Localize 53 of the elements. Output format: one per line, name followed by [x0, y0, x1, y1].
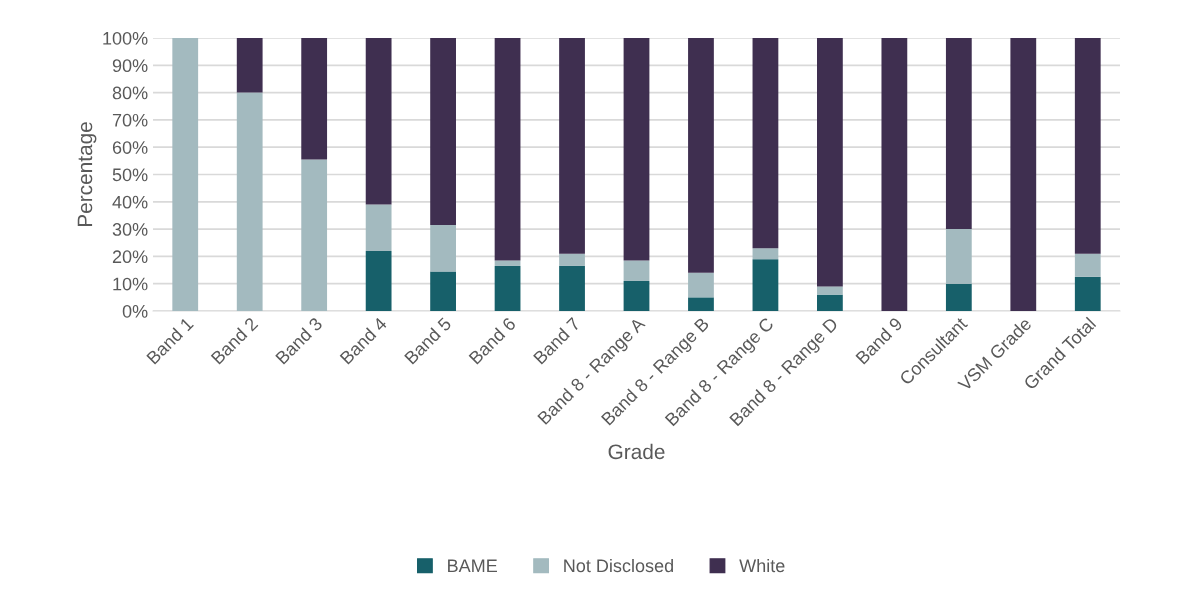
bar	[623, 260, 650, 281]
bar	[559, 253, 585, 266]
bar	[881, 38, 908, 311]
bar	[365, 204, 392, 251]
y-tick-label: 0%	[122, 304, 148, 318]
y-tick-label: 20%	[112, 250, 148, 264]
bar	[559, 265, 585, 311]
bar	[817, 286, 843, 295]
y-tick-label: 90%	[112, 59, 148, 73]
y-tick-label: 40%	[112, 195, 148, 209]
bar	[623, 280, 650, 311]
bar	[559, 38, 585, 254]
y-tick-label: 100%	[103, 31, 148, 45]
bar	[430, 271, 456, 311]
y-axis-title: Percentage	[77, 122, 97, 227]
x-axis-title: Grade	[608, 443, 665, 460]
bar	[1074, 253, 1101, 277]
y-tick-label: 60%	[112, 141, 148, 154]
bar	[172, 38, 199, 311]
y-tick-label: 80%	[112, 86, 148, 100]
legend-label: White	[739, 558, 785, 573]
bar	[817, 38, 843, 287]
y-tick-label: 30%	[112, 223, 148, 236]
bar	[623, 38, 650, 261]
bar	[1074, 38, 1101, 254]
y-tick-label: 10%	[113, 277, 148, 291]
bar	[688, 297, 714, 311]
bar	[494, 265, 521, 311]
bar	[494, 260, 521, 266]
bar	[430, 225, 456, 272]
legend-label: Not Disclosed	[564, 558, 673, 573]
y-tick-label: 50%	[112, 168, 148, 182]
bar	[1010, 38, 1037, 311]
bar	[945, 38, 972, 230]
bar	[365, 250, 392, 311]
bar	[945, 229, 972, 284]
bar	[236, 38, 263, 93]
bar	[688, 272, 714, 298]
bar	[494, 38, 521, 261]
legend-label: BAME	[448, 559, 497, 572]
bar	[301, 38, 328, 160]
bar	[817, 294, 843, 311]
bar	[236, 92, 263, 311]
bar	[945, 283, 972, 311]
bar	[752, 38, 779, 249]
bar	[1074, 276, 1101, 311]
bar	[752, 259, 779, 311]
bar	[688, 38, 714, 273]
y-tick-label: 70%	[112, 113, 148, 127]
bar	[752, 248, 779, 260]
bar	[301, 159, 328, 311]
bar	[430, 38, 456, 226]
bar	[365, 38, 392, 205]
